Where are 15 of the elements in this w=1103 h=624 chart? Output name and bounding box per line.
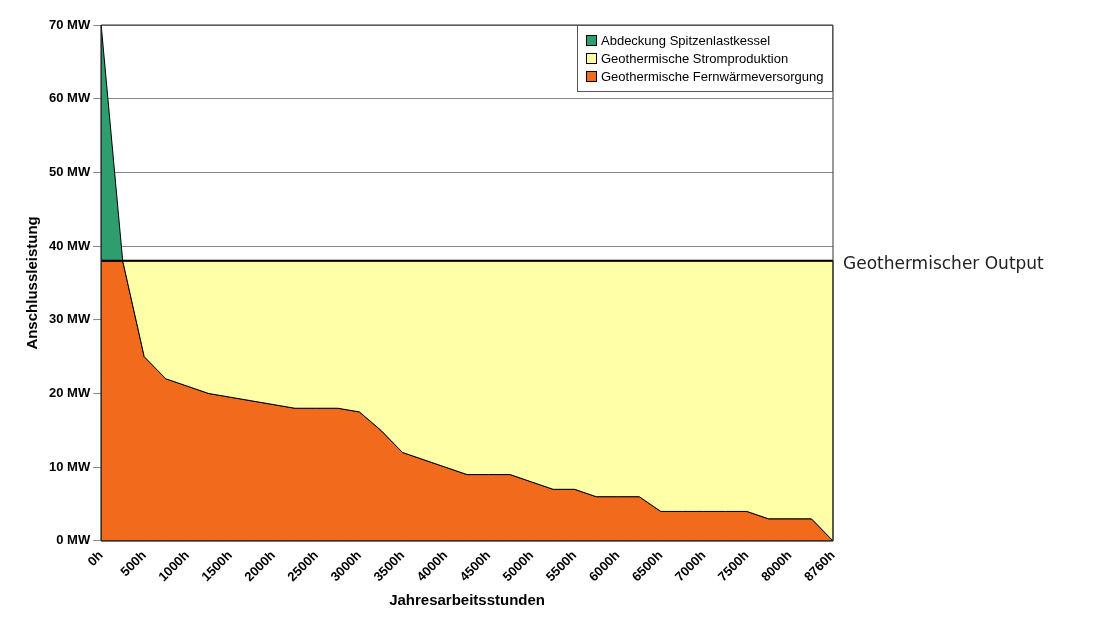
legend-label: Geothermische Stromproduktion [601, 51, 789, 66]
y-tick-label: 50 MW [49, 163, 91, 179]
legend-label: Abdeckung Spitzenlastkessel [601, 33, 771, 48]
y-tick-label: 20 MW [49, 385, 91, 401]
y-tick-label: 40 MW [49, 237, 91, 253]
y-tick-label: 60 MW [49, 90, 91, 106]
y-tick-label: 70 MW [49, 16, 91, 32]
y-tick-label: 0 MW [56, 532, 91, 548]
y-tick-label: 30 MW [49, 311, 91, 327]
ref-line-label: Geothermischer Output [843, 253, 1045, 274]
legend-label: Geothermische Fernwärmeversorgung [601, 69, 824, 84]
y-tick-label: 10 MW [49, 458, 91, 474]
x-tick-label: 0h [84, 547, 106, 569]
y-axis-title: Anschlussleistung [23, 216, 41, 350]
x-axis-title: Jahresarbeitsstunden [389, 591, 546, 609]
